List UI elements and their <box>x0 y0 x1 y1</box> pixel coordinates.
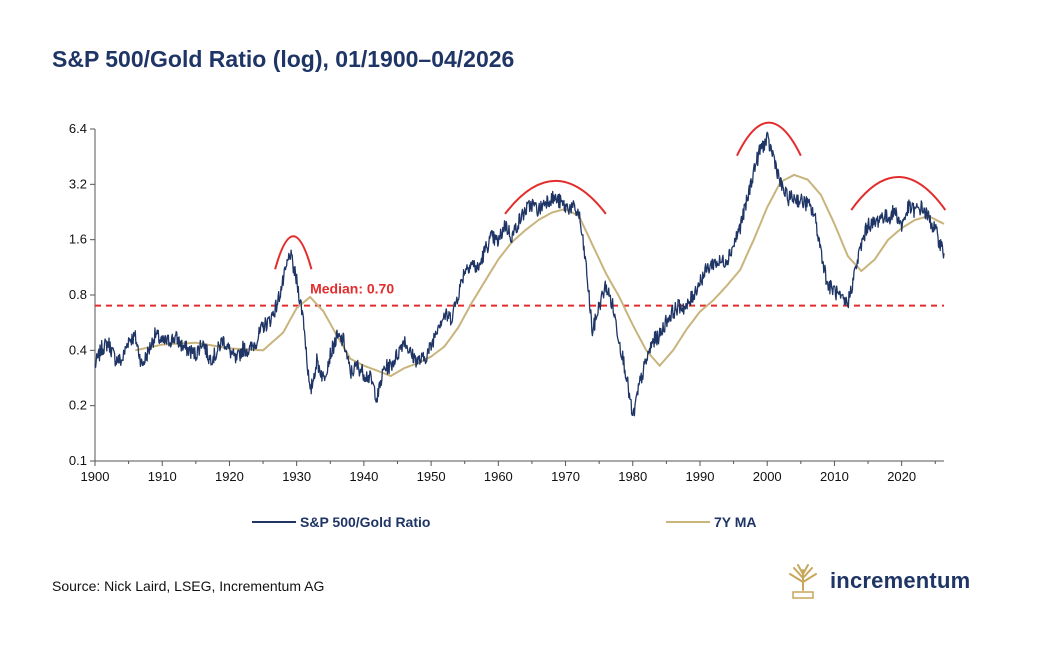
median-label: Median: 0.70 <box>310 281 394 297</box>
median-line: Median: 0.70 <box>95 281 944 307</box>
y-tick-label: 0.1 <box>69 453 87 468</box>
ma-line <box>135 173 945 378</box>
peak-arc <box>736 121 802 157</box>
legend: S&P 500/Gold Ratio 7Y MA <box>252 514 757 530</box>
x-tick-label: 2020 <box>887 469 916 484</box>
source-note: Source: Nick Laird, LSEG, Incrementum AG <box>52 578 325 594</box>
x-tick-label: 1920 <box>215 469 244 484</box>
x-tick-label: 2000 <box>753 469 782 484</box>
y-tick-label: 0.4 <box>69 342 87 357</box>
logo-text: incrementum <box>830 568 971 593</box>
y-tick-label: 0.8 <box>69 287 87 302</box>
x-tick-label: 1940 <box>349 469 378 484</box>
y-tick-label: 6.4 <box>69 121 87 136</box>
logo: incrementum <box>786 562 970 600</box>
peak-arc <box>504 180 607 215</box>
x-tick-label: 1950 <box>417 469 446 484</box>
axes: 0.1 0.2 0.4 0.8 1.6 3.2 6.4 1900 1910 1920 1930 194… <box>69 121 944 484</box>
ratio-line <box>94 131 945 417</box>
peak-arcs <box>274 121 947 270</box>
peak-arc <box>274 235 313 270</box>
peak-arc <box>850 176 947 211</box>
x-tick-label: 1980 <box>618 469 647 484</box>
y-tick-label: 0.2 <box>69 398 87 413</box>
x-tick-label: 1910 <box>148 469 177 484</box>
x-tick-label: 1960 <box>484 469 513 484</box>
x-tick-label: 1900 <box>81 469 110 484</box>
x-tick-label: 1990 <box>686 469 715 484</box>
legend-label-ma: 7Y MA <box>714 514 757 530</box>
y-tick-label: 3.2 <box>69 176 87 191</box>
x-tick-label: 2010 <box>820 469 849 484</box>
tree-icon <box>789 564 817 599</box>
x-tick-label: 1930 <box>282 469 311 484</box>
y-tick-label: 1.6 <box>69 232 87 247</box>
x-tick-label: 1970 <box>551 469 580 484</box>
ratio-series <box>94 131 945 417</box>
chart-title: S&P 500/Gold Ratio (log), 01/1900–04/202… <box>52 46 515 72</box>
ma-series <box>135 173 945 378</box>
legend-label-ratio: S&P 500/Gold Ratio <box>300 514 430 530</box>
